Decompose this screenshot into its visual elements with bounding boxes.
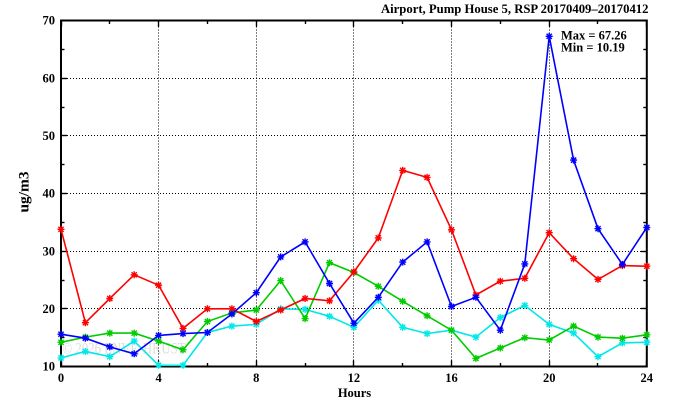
svg-text:Airport, Pump House 5, RSP 201: Airport, Pump House 5, RSP 20170409–2017… — [381, 2, 649, 16]
svg-text:© 2026 ENVF, HKUST: © 2026 ENVF, HKUST — [63, 341, 186, 358]
svg-text:30: 30 — [43, 244, 56, 258]
svg-text:50: 50 — [43, 129, 56, 143]
svg-text:10: 10 — [43, 360, 56, 374]
svg-text:8: 8 — [253, 371, 259, 385]
svg-text:20: 20 — [43, 302, 56, 316]
svg-text:20: 20 — [543, 371, 556, 385]
svg-text:70: 70 — [43, 14, 56, 28]
svg-text:Min = 10.19: Min = 10.19 — [561, 41, 625, 55]
svg-text:40: 40 — [43, 187, 56, 201]
svg-text:ug/m3: ug/m3 — [17, 172, 33, 213]
svg-text:0: 0 — [58, 371, 64, 385]
svg-text:16: 16 — [445, 371, 458, 385]
svg-text:60: 60 — [43, 71, 56, 85]
svg-text:4: 4 — [155, 371, 162, 385]
svg-text:Hours: Hours — [338, 386, 371, 400]
svg-text:Max = 67.26: Max = 67.26 — [561, 29, 627, 43]
svg-text:12: 12 — [348, 371, 361, 385]
svg-text:24: 24 — [641, 371, 654, 385]
